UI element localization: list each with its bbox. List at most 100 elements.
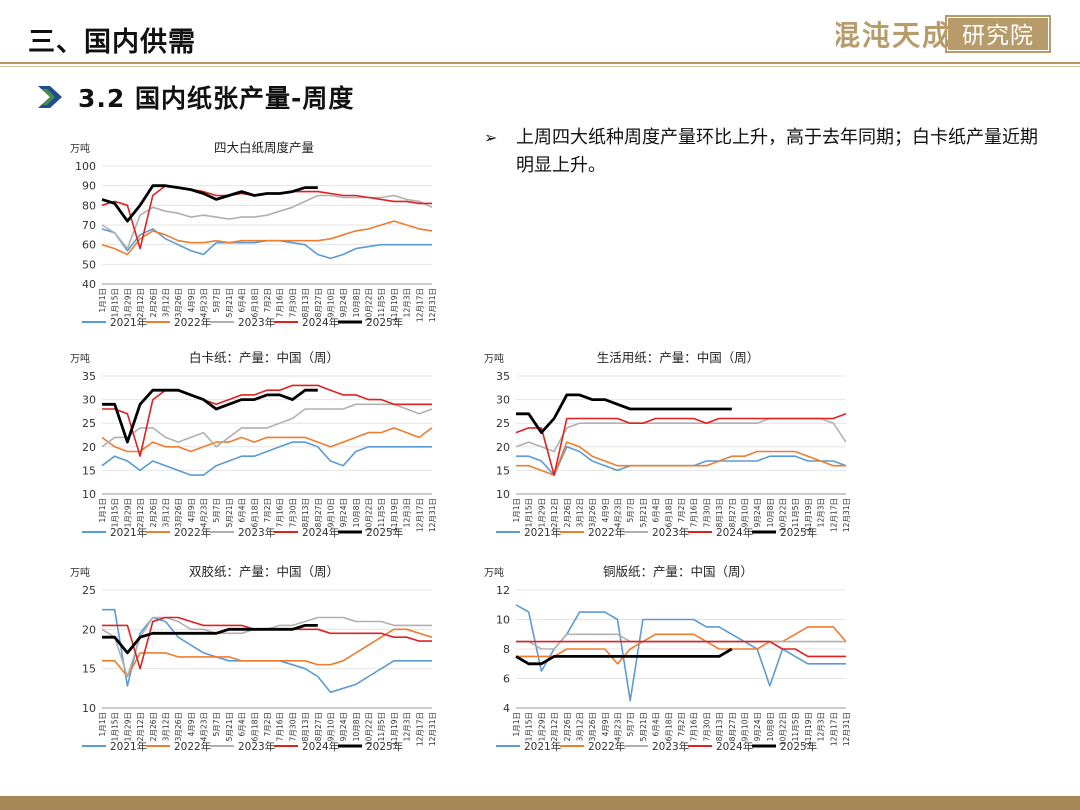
x-tick-label: 1月1日 bbox=[98, 498, 107, 523]
x-tick-label: 7月2日 bbox=[263, 288, 272, 313]
legend-label: 2023年 bbox=[238, 316, 275, 329]
legend-label: 2022年 bbox=[588, 740, 625, 753]
legend-label: 2023年 bbox=[652, 526, 689, 539]
x-tick-label: 7月2日 bbox=[263, 498, 272, 523]
x-tick-label: 4月9日 bbox=[601, 712, 610, 737]
x-tick-label: 9月10日 bbox=[740, 498, 749, 527]
series-line-2021年 bbox=[101, 441, 432, 476]
y-tick-label: 15 bbox=[82, 464, 96, 477]
x-tick-label: 5月7日 bbox=[212, 288, 221, 313]
chart-title: 铜版纸：产量：中国（周） bbox=[603, 564, 753, 579]
x-tick-label: 8月13日 bbox=[715, 498, 724, 527]
y-tick-label: 20 bbox=[82, 623, 96, 636]
x-tick-label: 2月12日 bbox=[550, 498, 559, 527]
x-tick-label: 4月23日 bbox=[200, 288, 209, 317]
x-tick-label: 5月7日 bbox=[626, 498, 635, 523]
x-tick-label: 5月21日 bbox=[639, 712, 648, 741]
x-tick-label: 12月17日 bbox=[415, 498, 424, 532]
x-tick-label: 12月17日 bbox=[829, 498, 838, 532]
x-tick-label: 11月5日 bbox=[791, 712, 800, 741]
x-tick-label: 11月5日 bbox=[791, 498, 800, 527]
legend-label: 2025年 bbox=[366, 740, 403, 753]
x-tick-label: 6月18日 bbox=[250, 712, 259, 741]
x-tick-label: 1月29日 bbox=[537, 498, 546, 527]
x-tick-label: 1月15日 bbox=[525, 712, 534, 741]
x-tick-label: 10月8日 bbox=[352, 712, 361, 741]
x-tick-label: 12月3日 bbox=[817, 712, 826, 741]
x-tick-label: 5月7日 bbox=[212, 498, 221, 523]
x-tick-label: 3月12日 bbox=[161, 712, 170, 741]
x-tick-label: 3月12日 bbox=[161, 498, 170, 527]
x-tick-label: 4月9日 bbox=[187, 288, 196, 313]
series-line-2024年 bbox=[101, 184, 432, 250]
x-tick-label: 4月9日 bbox=[187, 498, 196, 523]
x-tick-label: 3月26日 bbox=[174, 288, 183, 317]
y-tick-label: 60 bbox=[82, 239, 96, 252]
x-tick-label: 7月30日 bbox=[288, 288, 297, 317]
y-axis-unit-label: 万吨 bbox=[484, 352, 504, 365]
x-tick-label: 10月22日 bbox=[365, 498, 374, 532]
x-tick-label: 1月15日 bbox=[111, 712, 120, 741]
x-tick-label: 6月18日 bbox=[664, 712, 673, 741]
chevron-right-icon bbox=[38, 86, 62, 108]
y-tick-label: 20 bbox=[82, 441, 96, 454]
x-tick-label: 3月12日 bbox=[161, 288, 170, 317]
chart-title: 生活用纸：产量：中国（周） bbox=[597, 350, 760, 365]
x-tick-label: 10月22日 bbox=[365, 288, 374, 322]
x-tick-label: 8月13日 bbox=[301, 498, 310, 527]
y-axis-unit-label: 万吨 bbox=[70, 566, 90, 579]
y-tick-label: 35 bbox=[496, 370, 510, 383]
x-tick-label: 1月29日 bbox=[537, 712, 546, 741]
series-line-2025年 bbox=[101, 184, 318, 223]
y-tick-label: 15 bbox=[82, 663, 96, 676]
legend-label: 2025年 bbox=[366, 526, 403, 539]
series-line-2022年 bbox=[101, 220, 433, 256]
x-tick-label: 1月1日 bbox=[98, 712, 107, 737]
page-header-title: 三、国内供需 bbox=[28, 27, 196, 58]
x-tick-label: 2月26日 bbox=[149, 288, 158, 317]
y-tick-label: 10 bbox=[496, 488, 510, 501]
y-tick-label: 25 bbox=[82, 584, 96, 597]
x-tick-label: 12月3日 bbox=[817, 498, 826, 527]
x-tick-label: 10月8日 bbox=[766, 498, 775, 527]
x-tick-label: 6月18日 bbox=[250, 288, 259, 317]
x-tick-label: 4月23日 bbox=[200, 712, 209, 741]
x-tick-label: 1月1日 bbox=[512, 498, 521, 523]
x-tick-label: 12月31日 bbox=[428, 288, 437, 322]
x-tick-label: 8月27日 bbox=[314, 288, 323, 317]
x-tick-label: 8月13日 bbox=[301, 712, 310, 741]
legend-label: 2024年 bbox=[716, 526, 753, 539]
x-tick-label: 5月21日 bbox=[225, 712, 234, 741]
x-tick-label: 4月9日 bbox=[601, 498, 610, 523]
y-axis-unit-label: 万吨 bbox=[484, 566, 504, 579]
x-tick-label: 11月5日 bbox=[377, 498, 386, 527]
logo-frame bbox=[945, 15, 1051, 53]
section-heading: 3.2 国内纸张产量-周度 bbox=[36, 80, 354, 114]
y-tick-label: 12 bbox=[496, 584, 510, 597]
series-line-2021年 bbox=[101, 228, 432, 260]
x-tick-label: 6月4日 bbox=[238, 288, 247, 313]
x-tick-label: 6月4日 bbox=[238, 712, 247, 737]
x-tick-label: 12月31日 bbox=[842, 712, 851, 746]
series-line-2022年 bbox=[101, 427, 433, 453]
x-tick-label: 6月18日 bbox=[664, 498, 673, 527]
x-tick-label: 3月26日 bbox=[174, 712, 183, 741]
x-tick-label: 11月19日 bbox=[804, 712, 813, 746]
y-axis-unit-label: 万吨 bbox=[70, 142, 90, 155]
series-line-2021年 bbox=[515, 604, 846, 702]
summary-note-text: 上周四大纸种周度产量环比上升，高于去年同期；白卡纸产量近期明显上升。 bbox=[516, 127, 1038, 176]
series-line-2023年 bbox=[101, 194, 433, 250]
x-tick-label: 12月3日 bbox=[403, 288, 412, 317]
x-tick-label: 7月30日 bbox=[288, 498, 297, 527]
x-tick-label: 2月26日 bbox=[149, 712, 158, 741]
x-tick-label: 9月10日 bbox=[326, 288, 335, 317]
x-tick-label: 3月26日 bbox=[588, 498, 597, 527]
legend-label: 2021年 bbox=[110, 316, 147, 329]
series-line-2022年 bbox=[102, 628, 433, 678]
x-tick-label: 9月10日 bbox=[326, 498, 335, 527]
x-tick-label: 9月24日 bbox=[339, 288, 348, 317]
chart-title: 四大白纸周度产量 bbox=[214, 140, 314, 155]
x-tick-label: 10月22日 bbox=[365, 712, 374, 746]
x-tick-label: 7月16日 bbox=[276, 288, 285, 317]
